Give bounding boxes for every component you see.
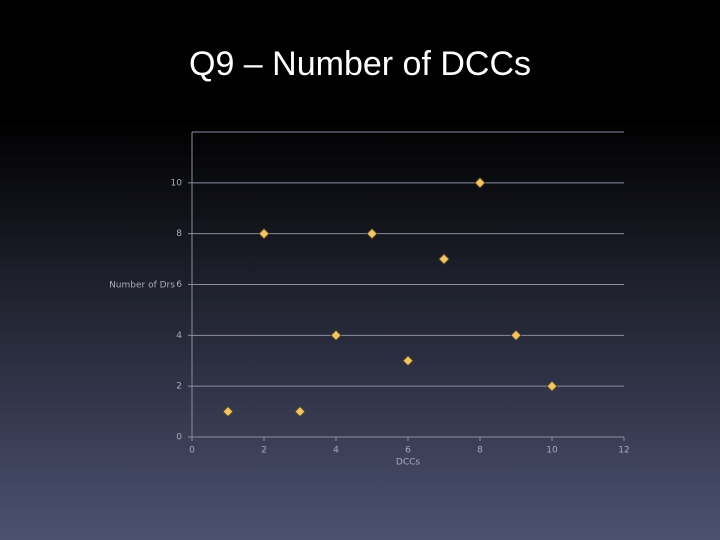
- data-point: [474, 177, 486, 189]
- x-tick-label: 4: [333, 446, 339, 456]
- y-tick-label: 4: [176, 331, 182, 341]
- data-point: [546, 380, 558, 392]
- data-point: [330, 329, 342, 342]
- data-point: [222, 405, 234, 418]
- chart-title: Q9 – Number of DCCs: [189, 45, 531, 83]
- y-tick-label: 10: [171, 178, 183, 188]
- x-tick-label: 0: [189, 446, 195, 456]
- x-tick-label: 8: [477, 446, 483, 456]
- data-point: [510, 329, 522, 342]
- y-tick-label: 2: [176, 382, 182, 392]
- y-axis-label: Number of Drs: [109, 281, 175, 291]
- x-tick-label: 6: [405, 446, 411, 456]
- x-axis-label: DCCs: [396, 458, 420, 468]
- x-tick-label: 2: [261, 446, 267, 456]
- data-point: [402, 355, 414, 367]
- y-tick-label: 8: [176, 229, 182, 239]
- data-point: [438, 253, 450, 265]
- data-point: [294, 405, 306, 418]
- x-tick-label: 12: [618, 446, 629, 456]
- data-point: [258, 227, 270, 240]
- x-tick-label: 10: [546, 446, 558, 456]
- y-tick-label: 6: [176, 280, 182, 290]
- data-point: [366, 227, 378, 240]
- y-tick-label: 0: [176, 433, 182, 443]
